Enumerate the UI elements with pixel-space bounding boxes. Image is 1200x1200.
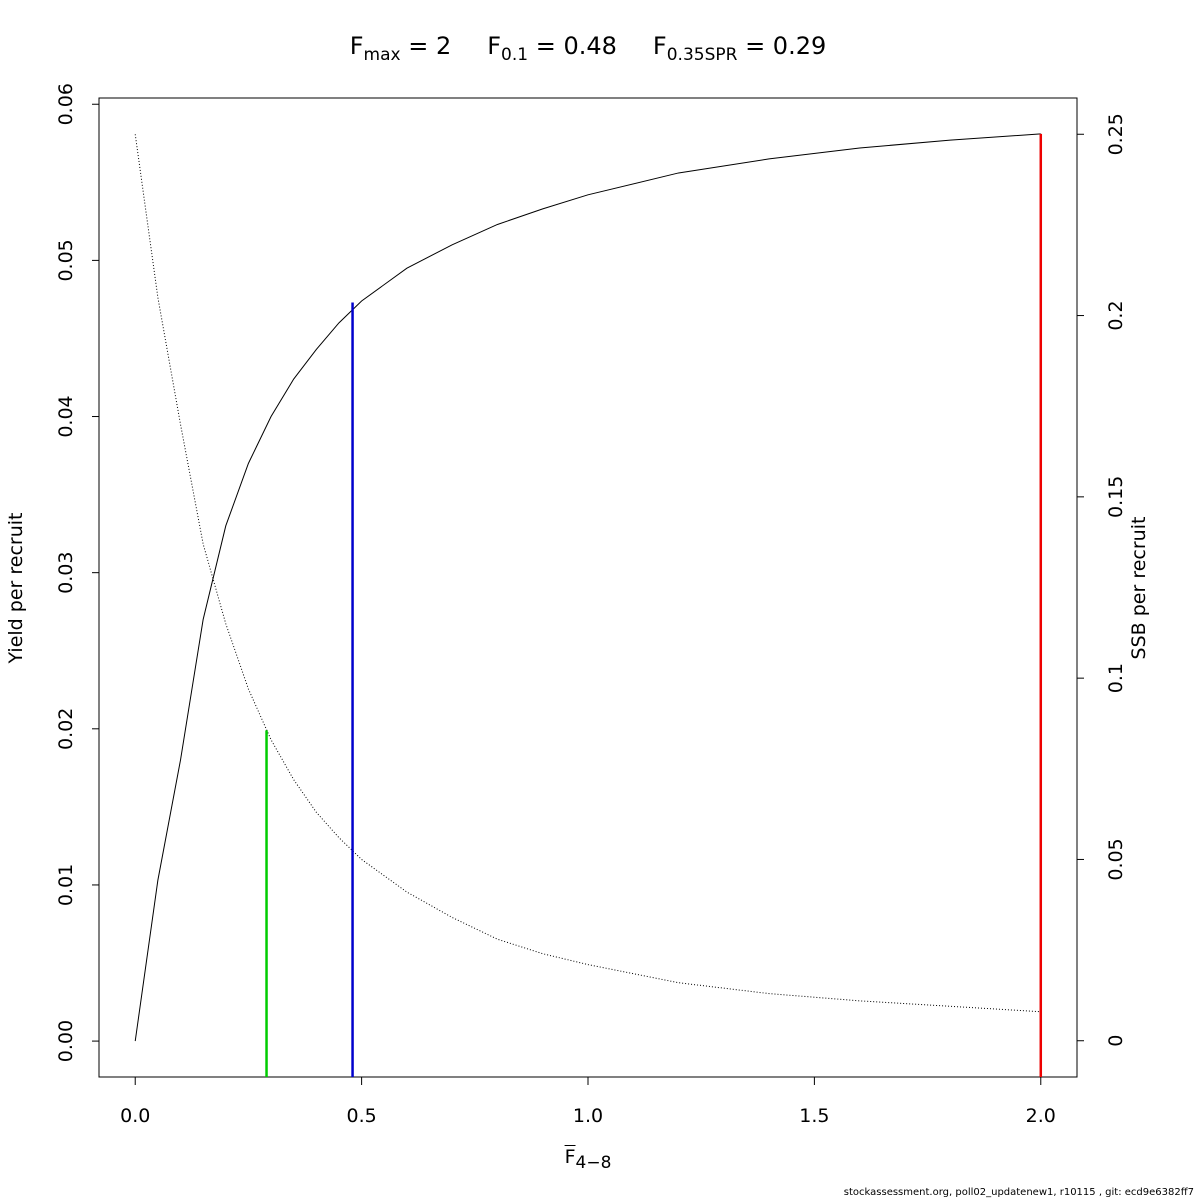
y-tick-label: 0.02 [55, 708, 77, 750]
y-axis-label: Yield per recruit [5, 513, 27, 665]
title-part: Fmax = 2 [349, 32, 452, 65]
title-main: F [349, 32, 364, 60]
x-axis-label: F4−8 [0, 1146, 1176, 1173]
x-label-main: F [564, 1146, 576, 1168]
y-tick-label: 0.04 [55, 395, 77, 437]
plot-frame [98, 97, 1078, 1078]
y2-tick-label: 0.2 [1105, 300, 1127, 330]
title-main: F [652, 32, 667, 60]
x-tick-label: 1.0 [573, 1105, 603, 1127]
title-part: F0.1 = 0.48 [487, 32, 617, 65]
y-tick-label: 0.05 [55, 239, 77, 281]
title-main: F [487, 32, 502, 60]
y2-tick-label: 0.1 [1105, 663, 1127, 693]
x-label-sub: 4−8 [575, 1152, 612, 1173]
title-part: F0.35SPR = 0.29 [652, 32, 827, 65]
x-tick-label: 0.5 [347, 1105, 377, 1127]
y2-axis-label: SSB per recruit [1128, 517, 1150, 660]
footer: stockassessment.org, poll02_updatenew1, … [843, 1187, 1194, 1198]
y2-tick-label: 0 [1105, 1035, 1127, 1047]
series-line [134, 133, 1041, 1042]
title-sub: max [363, 44, 401, 65]
y-tick-label: 0.06 [55, 83, 77, 125]
title-rest: = 2 [400, 32, 452, 60]
series-line [134, 134, 1041, 1013]
y2-tick-label: 0.25 [1105, 113, 1127, 155]
title-rest: = 0.29 [737, 32, 827, 60]
x-tick-label: 2.0 [1026, 1105, 1056, 1127]
title-sub: 0.35SPR [666, 44, 738, 65]
y-tick-label: 0.03 [55, 552, 77, 594]
title-rest: = 0.48 [528, 32, 617, 60]
x-tick-label: 1.5 [799, 1105, 829, 1127]
chart-title: Fmax = 2 F0.1 = 0.48 F0.35SPR = 0.29 [0, 32, 1176, 65]
y-tick-label: 0.01 [55, 864, 77, 906]
x-tick-label: 0.0 [120, 1105, 150, 1127]
y-tick-label: 0.00 [55, 1020, 77, 1062]
y2-tick-label: 0.05 [1105, 838, 1127, 880]
title-sub: 0.1 [501, 44, 529, 65]
y2-tick-label: 0.15 [1105, 476, 1127, 518]
